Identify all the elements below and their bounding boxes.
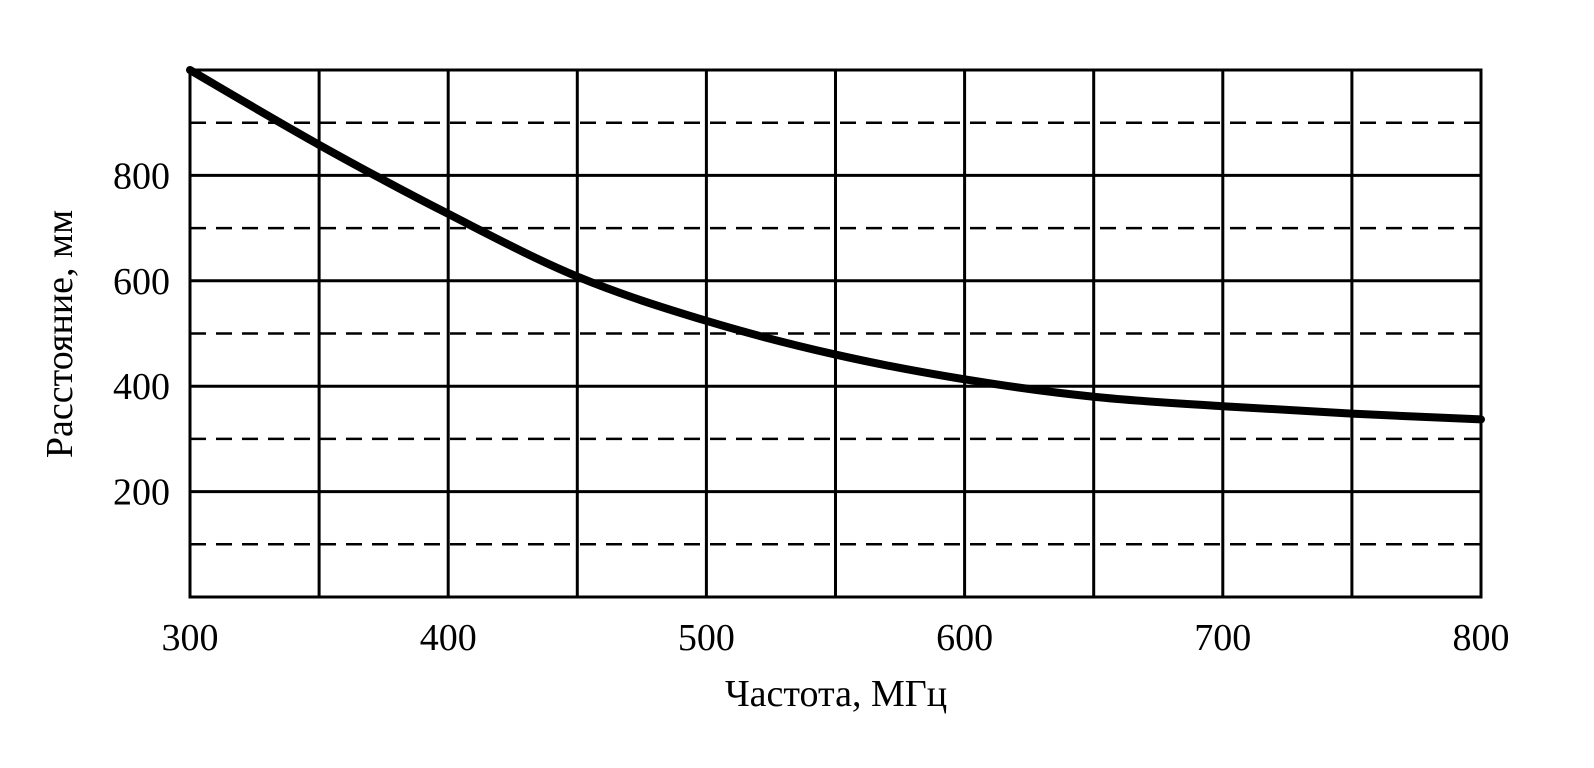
plot-frame (188, 68, 1483, 599)
y-axis-label: Расстояние, мм (39, 210, 81, 458)
x-tick-label: 800 (1453, 617, 1510, 659)
x-tick-label: 500 (678, 617, 735, 659)
data-series (186, 66, 1485, 424)
y-tick-label: 800 (113, 155, 170, 197)
x-tick-label: 300 (162, 617, 219, 659)
x-tick-label: 600 (936, 617, 993, 659)
x-axis-label: Частота, МГц (725, 673, 947, 715)
distance-curve (186, 66, 1485, 424)
y-tick-label: 600 (113, 261, 170, 303)
y-tick-labels: 200 400 600 800 (113, 155, 170, 513)
y-tick-label: 200 (113, 472, 170, 514)
y-tick-label: 400 (113, 366, 170, 408)
x-tick-labels: 300 400 500 600 700 800 (162, 617, 1510, 659)
x-tick-label: 400 (420, 617, 477, 659)
x-tick-label: 700 (1194, 617, 1251, 659)
dashed-minor-gridlines (190, 121, 1481, 546)
